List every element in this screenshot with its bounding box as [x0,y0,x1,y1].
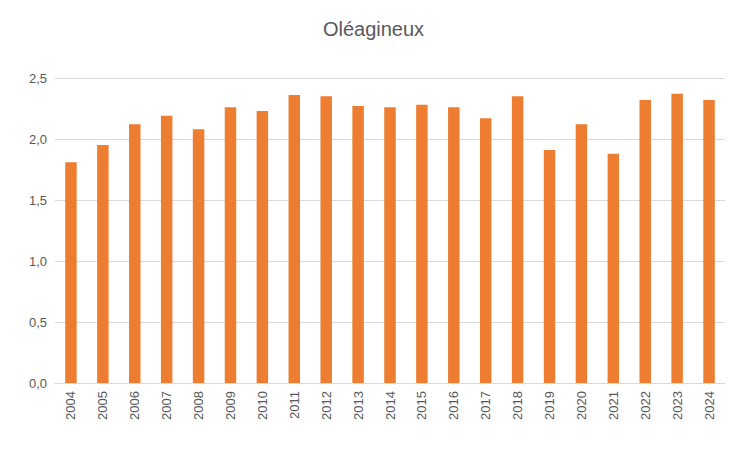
svg-text:2013: 2013 [351,391,366,420]
svg-text:2,0: 2,0 [29,132,47,147]
svg-text:2018: 2018 [510,391,525,420]
svg-text:0,0: 0,0 [29,376,47,391]
svg-text:2007: 2007 [159,391,174,420]
svg-text:2016: 2016 [446,391,461,420]
svg-text:2008: 2008 [191,391,206,420]
svg-text:2010: 2010 [255,391,270,420]
svg-text:2005: 2005 [95,391,110,420]
svg-text:2014: 2014 [383,391,398,420]
svg-text:2,5: 2,5 [29,71,47,86]
svg-text:2006: 2006 [127,391,142,420]
svg-text:2021: 2021 [606,391,621,420]
svg-text:2020: 2020 [574,391,589,420]
svg-text:0,5: 0,5 [29,315,47,330]
svg-text:2017: 2017 [478,391,493,420]
svg-text:1,5: 1,5 [29,193,47,208]
svg-text:2004: 2004 [63,391,78,420]
svg-text:1,0: 1,0 [29,254,47,269]
svg-text:2022: 2022 [638,391,653,420]
svg-text:2012: 2012 [319,391,334,420]
svg-text:2011: 2011 [287,391,302,419]
svg-text:2009: 2009 [223,391,238,420]
svg-text:2023: 2023 [670,391,685,420]
svg-text:2015: 2015 [414,391,429,420]
svg-text:2024: 2024 [702,391,717,420]
svg-text:2019: 2019 [542,391,557,420]
svg-text:Oléagineux: Oléagineux [323,18,424,40]
